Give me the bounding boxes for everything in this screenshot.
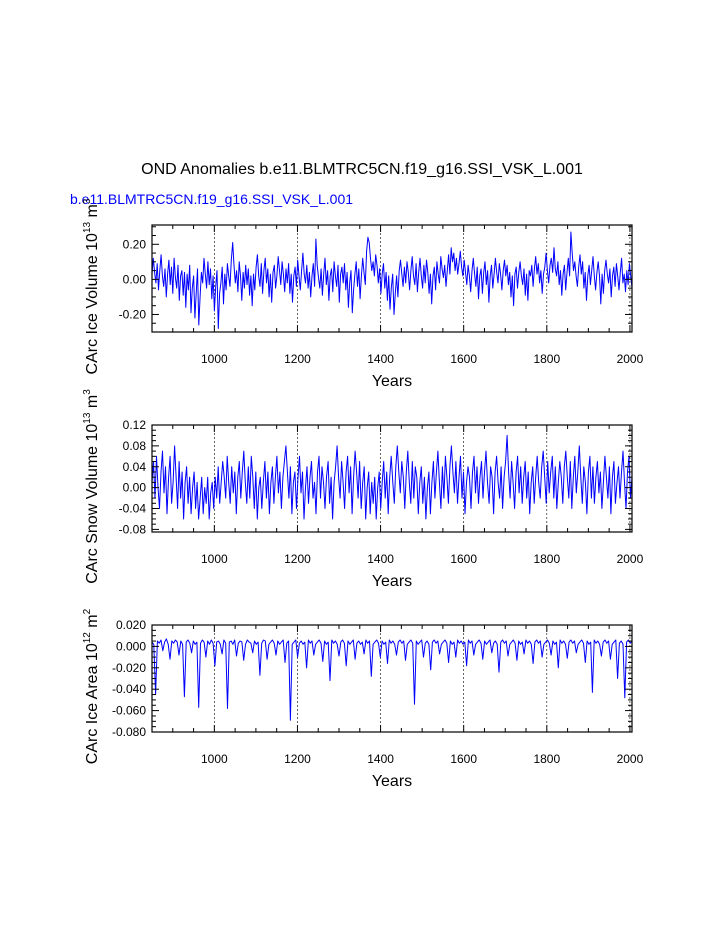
y-tick-label: 0.00: [123, 481, 147, 495]
y-axis-label-part: CArc Ice Area 10: [84, 643, 101, 764]
y-axis-label-part: CArc Snow Volume 10: [84, 424, 101, 584]
chart-title: OND Anomalies b.e11.BLMTRC5CN.f19_g16.SS…: [141, 161, 583, 178]
y-tick-label: 0.00: [123, 272, 147, 286]
y-tick-label: -0.080: [112, 725, 146, 739]
y-axis-label-part: 3: [82, 389, 93, 395]
y-axis-label-part: m: [84, 395, 101, 413]
y-tick-label: -0.08: [119, 522, 147, 536]
y-axis-label-part: m: [84, 204, 101, 222]
chart-subtitle: b.e11.BLMTRC5CN.f19_g16.SSI_VSK_L.001: [70, 191, 353, 207]
x-tick-label: 1000: [201, 552, 228, 566]
series-line: [151, 434, 633, 520]
y-axis-label-part: 12: [82, 632, 93, 644]
y-axis-label: CArc Ice Volume 1013 m3: [82, 198, 101, 374]
x-tick-label: 2000: [617, 552, 644, 566]
y-axis-label-part: 3: [82, 198, 93, 204]
x-tick-label: 1600: [450, 752, 477, 766]
y-tick-label: 0.08: [123, 439, 147, 453]
y-axis-label-part: CArc Ice Volume 10: [84, 233, 101, 375]
y-tick-label: -0.060: [112, 704, 146, 718]
x-tick-label: 1600: [450, 552, 477, 566]
series-line: [151, 638, 633, 721]
x-tick-label: 2000: [617, 752, 644, 766]
y-axis-label-part: m: [84, 614, 101, 632]
panel-2: 1000 1200 1400 1600 1800 2000 -0.08 -0.04 0.00 0.…: [82, 389, 644, 590]
y-tick-label: 0.020: [116, 618, 146, 632]
x-tick-label: 1400: [367, 352, 394, 366]
x-axis-label: Years: [372, 373, 412, 390]
y-tick-label: -0.040: [112, 682, 146, 696]
x-axis-label: Years: [372, 573, 412, 590]
series-line: [151, 231, 633, 329]
x-tick-label: 1600: [450, 352, 477, 366]
y-tick-label: 0.04: [123, 460, 147, 474]
x-tick-label: 1000: [201, 352, 228, 366]
y-tick-label: 0.12: [123, 418, 147, 432]
plot-frame: [151, 224, 633, 333]
y-tick-label: 0.000: [116, 639, 146, 653]
y-tick-label: -0.20: [119, 307, 147, 321]
x-tick-label: 2000: [617, 352, 644, 366]
y-axis-label-part: 2: [82, 608, 93, 614]
y-axis-label-part: 13: [82, 412, 93, 424]
x-tick-label: 1800: [533, 552, 560, 566]
y-tick-label: -0.04: [119, 502, 147, 516]
x-tick-label: 1400: [367, 752, 394, 766]
x-axis-label: Years: [372, 773, 412, 790]
plot-frame: [151, 424, 633, 533]
x-tick-label: 1800: [533, 752, 560, 766]
panel-3: 1000 1200 1400 1600 1800 2000 -0.080 -0.060 -0.0…: [82, 608, 644, 790]
x-tick-label: 1800: [533, 352, 560, 366]
x-tick-label: 1400: [367, 552, 394, 566]
panel-1: 1000 1200 1400 1600 1800 2000 -0.20 0.00 0.20 Yea…: [82, 198, 644, 390]
y-axis-label: CArc Ice Area 1012 m2: [82, 608, 101, 764]
y-tick-label: -0.020: [112, 661, 146, 675]
x-tick-label: 1200: [284, 552, 311, 566]
y-axis-label-part: 13: [82, 221, 93, 233]
y-axis-label: CArc Snow Volume 1013 m3: [82, 389, 101, 584]
plot-panels: 1000 1200 1400 1600 1800 2000 -0.20 0.00 0.20 Yea…: [82, 198, 644, 790]
y-tick-label: 0.20: [123, 237, 147, 251]
x-tick-label: 1200: [284, 752, 311, 766]
x-tick-label: 1000: [201, 752, 228, 766]
x-tick-label: 1200: [284, 352, 311, 366]
